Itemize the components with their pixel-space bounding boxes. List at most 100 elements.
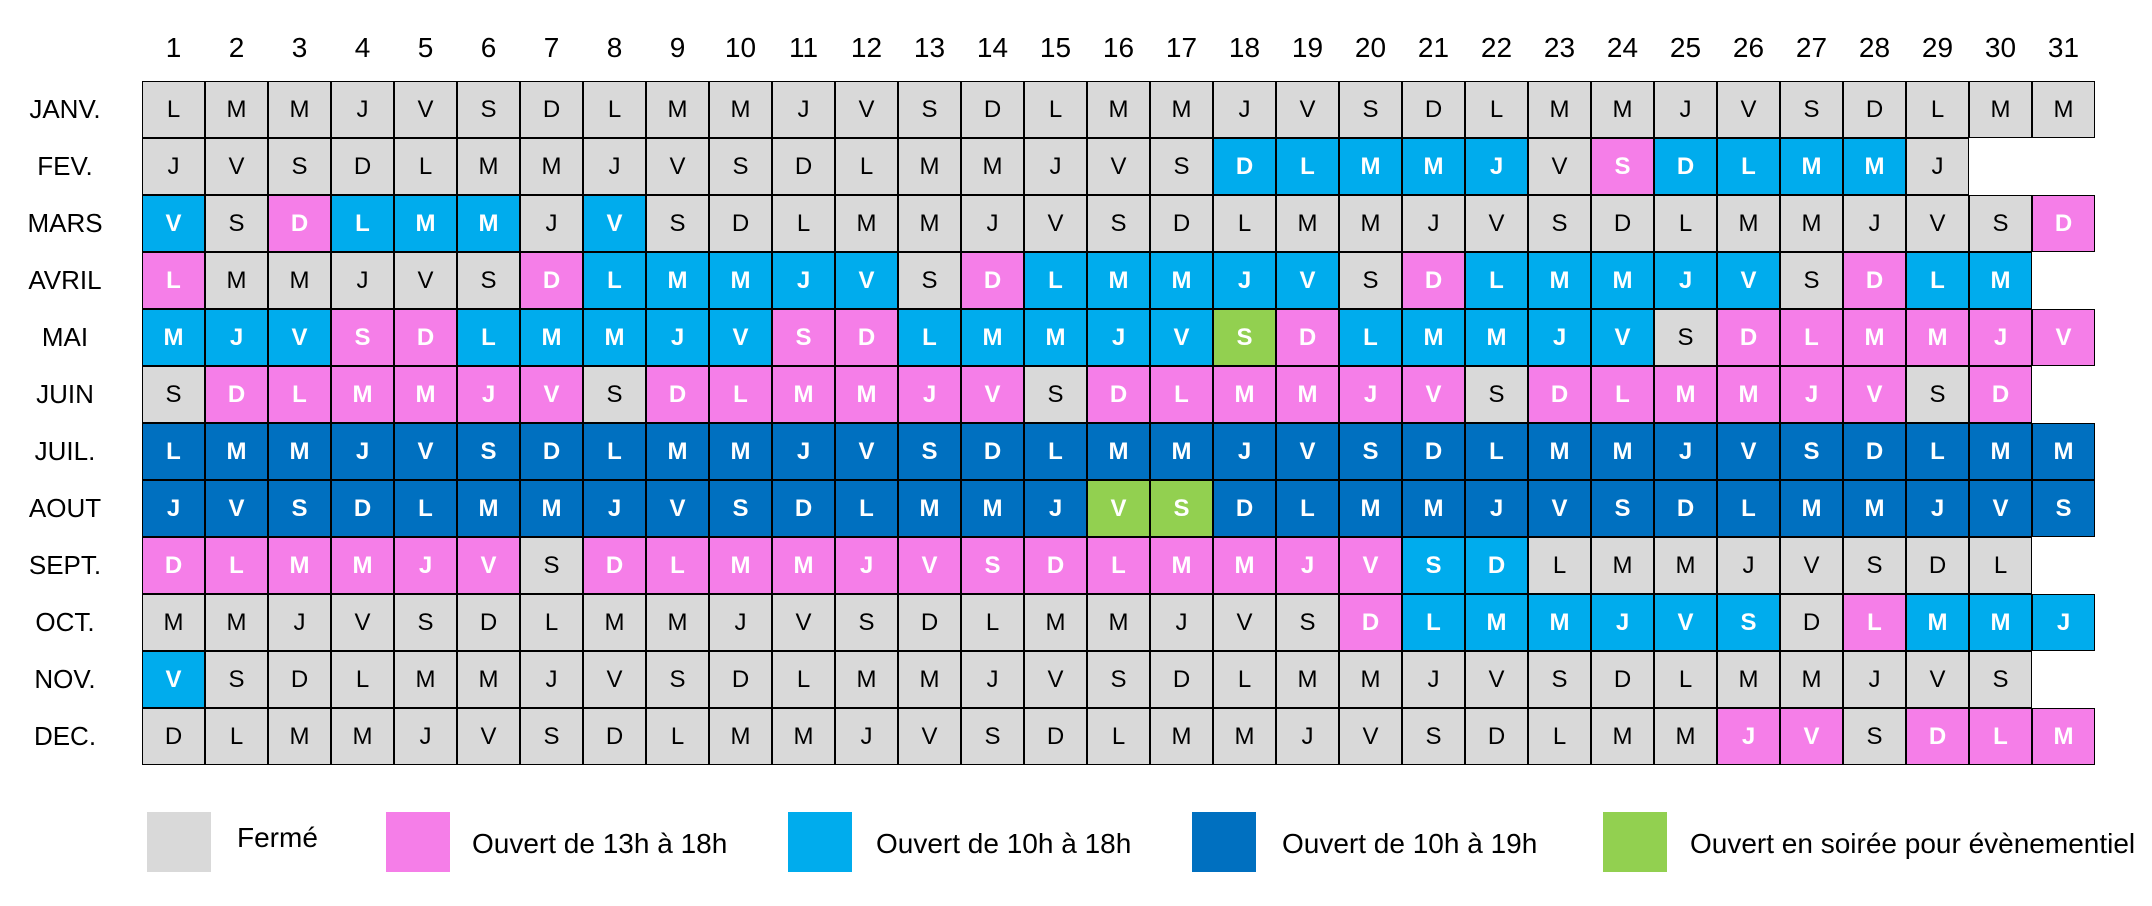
day-cell: J: [1150, 594, 1213, 651]
day-cell: L: [1906, 252, 1969, 309]
day-cell: D: [331, 480, 394, 537]
day-cell: M: [1087, 81, 1150, 138]
day-cell: M: [457, 138, 520, 195]
day-cell: V: [520, 366, 583, 423]
day-number: 14: [976, 32, 1009, 63]
day-cell: M: [520, 138, 583, 195]
day-cell: S: [1591, 138, 1654, 195]
day-number: 18: [1228, 32, 1261, 63]
day-cell: D: [1906, 708, 1969, 765]
day-cell: L: [394, 480, 457, 537]
day-cell: M: [268, 423, 331, 480]
day-cell: M: [1969, 81, 2032, 138]
day-cell: S: [268, 138, 331, 195]
day-cell: D: [205, 366, 268, 423]
legend-label-pink: Ouvert de 13h à 18h: [472, 828, 728, 859]
day-cell: L: [1150, 366, 1213, 423]
day-cell: J: [1213, 252, 1276, 309]
legend-swatch-closed: [147, 812, 211, 872]
day-cell: M: [772, 708, 835, 765]
day-cell: D: [142, 537, 205, 594]
day-cell: J: [961, 651, 1024, 708]
day-cell: J: [1465, 480, 1528, 537]
day-cell: D: [1024, 708, 1087, 765]
day-cell: J: [646, 309, 709, 366]
day-cell: M: [268, 708, 331, 765]
day-cell: V: [835, 81, 898, 138]
day-cell: M: [709, 252, 772, 309]
day-cell: L: [1780, 309, 1843, 366]
day-cell: S: [1276, 594, 1339, 651]
day-cell: V: [1906, 651, 1969, 708]
day-cell: L: [1528, 537, 1591, 594]
day-cell: L: [1402, 594, 1465, 651]
day-cell: L: [646, 537, 709, 594]
day-cell: M: [331, 708, 394, 765]
day-cell: J: [772, 252, 835, 309]
day-cell: J: [1843, 195, 1906, 252]
day-cell: S: [961, 708, 1024, 765]
month-label: AVRIL: [28, 265, 102, 295]
day-cell: M: [205, 81, 268, 138]
day-cell: J: [394, 708, 457, 765]
day-cell: M: [142, 594, 205, 651]
day-cell: S: [2032, 480, 2095, 537]
day-cell: J: [1654, 252, 1717, 309]
day-cell: M: [1339, 480, 1402, 537]
day-cell: S: [1024, 366, 1087, 423]
day-cell: M: [1213, 537, 1276, 594]
month-label: SEPT.: [28, 550, 102, 580]
day-cell: S: [1654, 309, 1717, 366]
day-cell: V: [1654, 594, 1717, 651]
day-cell: L: [772, 651, 835, 708]
day-number: 8: [606, 32, 623, 63]
day-cell: V: [646, 480, 709, 537]
day-cell: S: [1780, 423, 1843, 480]
legend-swatch-pink: [386, 812, 450, 872]
day-cell: M: [1213, 708, 1276, 765]
day-cell: D: [961, 423, 1024, 480]
day-number: 15: [1039, 32, 1072, 63]
day-cell: D: [1654, 480, 1717, 537]
day-cell: D: [1591, 195, 1654, 252]
day-cell: S: [268, 480, 331, 537]
day-cell: V: [1213, 594, 1276, 651]
day-cell: M: [1717, 651, 1780, 708]
day-number: 16: [1102, 32, 1135, 63]
day-cell: V: [331, 594, 394, 651]
day-cell: V: [457, 708, 520, 765]
day-cell: D: [331, 138, 394, 195]
day-cell: M: [1969, 423, 2032, 480]
day-cell: L: [1024, 252, 1087, 309]
day-cell: J: [1402, 195, 1465, 252]
day-cell: M: [709, 81, 772, 138]
day-cell: V: [1087, 480, 1150, 537]
day-cell: L: [1969, 708, 2032, 765]
day-cell: M: [394, 195, 457, 252]
day-cell: J: [142, 138, 205, 195]
day-cell: M: [457, 480, 520, 537]
day-cell: M: [1150, 708, 1213, 765]
day-cell: M: [1276, 651, 1339, 708]
day-cell: D: [961, 252, 1024, 309]
day-cell: M: [709, 708, 772, 765]
day-cell: M: [2032, 423, 2095, 480]
day-cell: L: [331, 651, 394, 708]
day-cell: M: [205, 252, 268, 309]
day-cell: M: [457, 651, 520, 708]
day-cell: V: [1843, 366, 1906, 423]
day-cell: J: [1780, 366, 1843, 423]
day-cell: S: [1339, 81, 1402, 138]
day-cell: M: [961, 480, 1024, 537]
day-cell: M: [1528, 81, 1591, 138]
day-cell: D: [394, 309, 457, 366]
day-cell: M: [1780, 138, 1843, 195]
day-cell: J: [772, 423, 835, 480]
month-label: FEV.: [37, 151, 93, 181]
day-cell: L: [1024, 81, 1087, 138]
legend-swatch-cyan: [788, 812, 852, 872]
day-cell: M: [835, 366, 898, 423]
day-cell: M: [1591, 708, 1654, 765]
day-cell: M: [205, 594, 268, 651]
day-cell: V: [1969, 480, 2032, 537]
